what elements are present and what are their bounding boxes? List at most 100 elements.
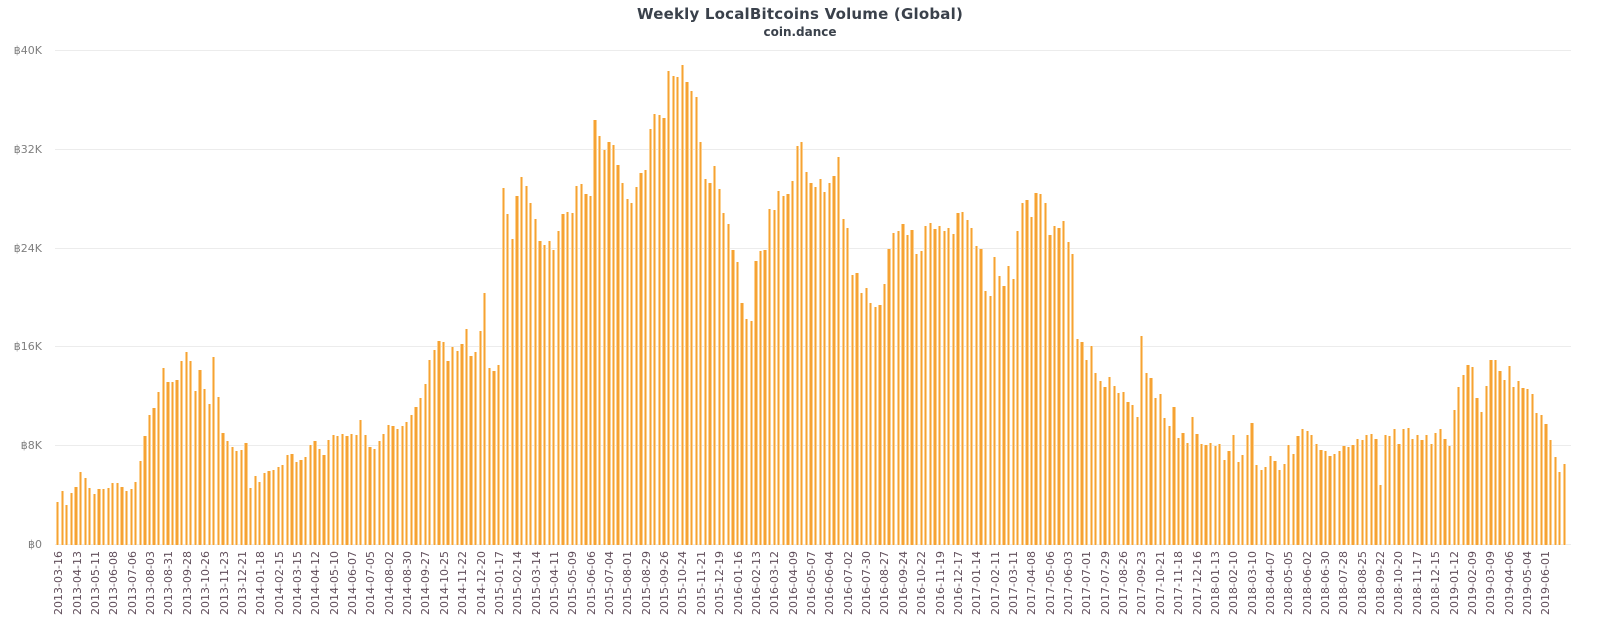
volume-bar[interactable] [501, 188, 505, 545]
volume-bar[interactable] [1218, 443, 1222, 545]
volume-bar[interactable] [327, 440, 331, 545]
volume-bar[interactable] [533, 218, 537, 545]
volume-bar[interactable] [157, 391, 161, 545]
volume-bar[interactable] [722, 212, 726, 545]
volume-bar[interactable] [1071, 253, 1075, 545]
volume-bar[interactable] [947, 227, 951, 545]
volume-bar[interactable] [1222, 459, 1227, 545]
volume-bar[interactable] [841, 218, 845, 545]
volume-bar[interactable] [1103, 386, 1107, 545]
volume-bar[interactable] [791, 180, 795, 545]
volume-bar[interactable] [1126, 401, 1130, 545]
volume-bar[interactable] [892, 232, 896, 545]
volume-bar[interactable] [414, 406, 418, 545]
volume-bar[interactable] [336, 436, 340, 545]
volume-bar[interactable] [180, 361, 184, 545]
volume-bar[interactable] [556, 231, 560, 545]
volume-bar[interactable] [1438, 428, 1442, 545]
volume-bar[interactable] [1121, 391, 1125, 545]
volume-bar[interactable] [78, 472, 83, 545]
volume-bar[interactable] [1406, 427, 1410, 545]
volume-bar[interactable] [428, 359, 432, 545]
volume-bar[interactable] [988, 295, 992, 545]
volume-bar[interactable] [680, 64, 684, 545]
volume-bar[interactable] [712, 165, 717, 545]
volume-bar[interactable] [1254, 464, 1259, 545]
volume-bar[interactable] [299, 459, 303, 545]
volume-bar[interactable] [657, 115, 662, 545]
volume-bar[interactable] [446, 361, 450, 545]
volume-bar[interactable] [832, 175, 836, 545]
volume-bar[interactable] [662, 117, 666, 545]
volume-bar[interactable] [1057, 227, 1061, 545]
volume-bar[interactable] [1392, 428, 1397, 545]
volume-bar[interactable] [1424, 435, 1429, 545]
volume-bar[interactable] [405, 421, 409, 545]
volume-bar[interactable] [1277, 469, 1282, 545]
volume-bar[interactable] [1039, 194, 1043, 545]
volume-bar[interactable] [74, 486, 78, 545]
volume-bar[interactable] [322, 454, 326, 545]
volume-bar[interactable] [492, 370, 496, 545]
volume-bar[interactable] [1282, 463, 1286, 545]
volume-bar[interactable] [1507, 365, 1511, 545]
volume-bar[interactable] [1333, 453, 1337, 545]
volume-bar[interactable] [956, 212, 960, 545]
volume-bar[interactable] [1342, 446, 1346, 545]
volume-bar[interactable] [689, 90, 694, 545]
volume-bar[interactable] [483, 293, 487, 545]
volume-bar[interactable] [1346, 447, 1351, 545]
volume-bar[interactable] [281, 464, 285, 545]
volume-bar[interactable] [598, 136, 602, 545]
volume-bar[interactable] [111, 483, 115, 545]
volume-bar[interactable] [1117, 393, 1121, 545]
volume-bar[interactable] [951, 233, 956, 545]
volume-bar[interactable] [864, 288, 868, 545]
volume-bar[interactable] [304, 457, 308, 545]
volume-bar[interactable] [152, 407, 156, 545]
volume-bar[interactable] [579, 184, 583, 545]
volume-bar[interactable] [386, 425, 390, 545]
volume-bar[interactable] [993, 257, 997, 545]
volume-bar[interactable] [60, 490, 64, 545]
volume-bar[interactable] [593, 120, 597, 545]
volume-bar[interactable] [1043, 202, 1047, 545]
volume-bar[interactable] [1498, 370, 1502, 545]
volume-bar[interactable] [754, 260, 758, 545]
volume-bar[interactable] [166, 381, 170, 545]
volume-bar[interactable] [317, 448, 322, 545]
volume-bar[interactable] [1002, 285, 1006, 545]
volume-bar[interactable] [290, 453, 294, 545]
volume-bar[interactable] [552, 249, 556, 545]
volume-bar[interactable] [1107, 377, 1112, 545]
volume-bar[interactable] [846, 227, 850, 545]
volume-bar[interactable] [1480, 411, 1484, 545]
volume-bar[interactable] [965, 220, 969, 545]
volume-bar[interactable] [1374, 438, 1378, 545]
volume-bar[interactable] [1489, 359, 1493, 545]
volume-bar[interactable] [239, 449, 243, 545]
volume-bar[interactable] [455, 351, 459, 545]
volume-bar[interactable] [464, 328, 469, 545]
volume-bar[interactable] [731, 249, 735, 545]
volume-bar[interactable] [1443, 438, 1447, 545]
volume-bar[interactable] [1512, 386, 1516, 545]
volume-bar[interactable] [763, 249, 767, 545]
volume-bar[interactable] [1300, 428, 1305, 545]
volume-bar[interactable] [639, 173, 643, 545]
volume-bar[interactable] [225, 441, 230, 545]
volume-bar[interactable] [198, 369, 202, 545]
volume-bar[interactable] [69, 493, 74, 545]
volume-bar[interactable] [547, 241, 551, 545]
volume-bar[interactable] [1163, 417, 1167, 545]
volume-bar[interactable] [869, 302, 873, 545]
volume-bar[interactable] [1530, 394, 1534, 545]
volume-bar[interactable] [850, 274, 854, 545]
volume-bar[interactable] [189, 361, 193, 545]
volume-bar[interactable] [1190, 416, 1194, 545]
volume-bar[interactable] [193, 390, 198, 545]
volume-bar[interactable] [161, 368, 165, 545]
volume-bar[interactable] [340, 433, 345, 545]
volume-bar[interactable] [588, 195, 593, 545]
volume-bar[interactable] [873, 306, 877, 545]
